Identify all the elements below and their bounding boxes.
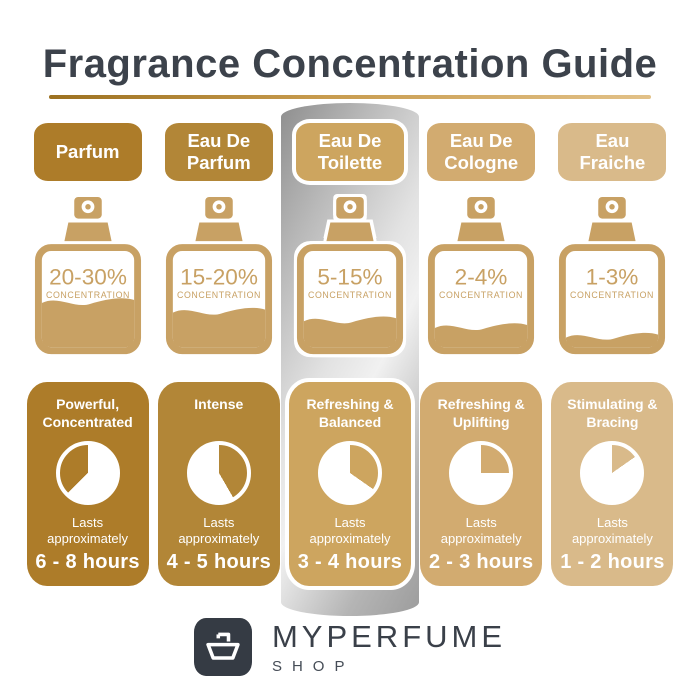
fragrance-type-label: Eau De Toilette [317, 129, 383, 173]
scent-character-label: Powerful, Concentrated [42, 396, 133, 430]
fragrance-type-label: Eau De Cologne [444, 129, 519, 173]
liquid-fill-wave [41, 298, 134, 348]
fragrance-column: Eau De Parfum 15-20% CONCENTRATION Inten… [157, 123, 280, 586]
duration-card: Refreshing & Balanced Lasts approximatel… [289, 382, 411, 586]
perfume-bottle-icon: 2-4% CONCENTRATION [428, 196, 535, 355]
duration-value: 2 - 3 hours [428, 550, 534, 573]
fragrance-type-badge: Eau De Cologne [427, 123, 536, 181]
brand-text: MYPERFUME SHOP [272, 619, 506, 675]
fragrance-column: Parfum 20-30% CONCENTRATION Powerful, Co… [26, 123, 149, 586]
bottle-neck [195, 222, 243, 242]
concentration-value: 5-15% [317, 264, 382, 289]
scent-character-label: Intense [194, 396, 244, 412]
scent-character-label: Refreshing & Uplifting [437, 396, 525, 430]
sprayer-nozzle-dot [216, 204, 222, 210]
perfume-bottle-icon: 1-3% CONCENTRATION [559, 196, 666, 355]
liquid-fill-wave [566, 332, 659, 348]
page-title: Fragrance Concentration Guide [42, 42, 658, 86]
perfume-bottle-logo-icon [206, 632, 240, 660]
brand-name: MYPERFUME [271, 618, 507, 654]
liquid-fill-wave [435, 323, 528, 348]
fragrance-type-badge: Eau Fraiche [558, 123, 667, 181]
duration-clock-icon [55, 441, 120, 505]
concentration-label: CONCENTRATION [570, 290, 654, 300]
lasts-label: Lasts approximately [309, 515, 391, 547]
lasts-label: Lasts approximately [47, 515, 129, 547]
brand-sub: SHOP [271, 657, 355, 675]
fragrance-column: Eau De Cologne 2-4% CONCENTRATION Refres… [420, 123, 543, 586]
scent-character-label: Stimulating & Bracing [567, 396, 658, 430]
concentration-label: CONCENTRATION [439, 290, 523, 300]
concentration-value: 2-4% [455, 264, 508, 289]
bottle-body [559, 244, 666, 355]
fragrance-type-badge: Eau De Toilette [296, 123, 404, 181]
sprayer-nozzle-dot [347, 204, 353, 210]
sprayer-nozzle-dot [84, 204, 91, 210]
duration-card: Refreshing & Uplifting Lasts approximate… [420, 382, 543, 586]
concentration-value: 15-20% [180, 264, 258, 289]
bottle-neck [326, 222, 374, 242]
perfume-bottle-icon: 20-30% CONCENTRATION [34, 196, 141, 355]
duration-card: Stimulating & Bracing Lasts approximatel… [551, 382, 674, 586]
liquid-fill-wave [303, 316, 397, 348]
brand-logo [193, 617, 252, 676]
fragrance-column: Eau De Toilette 5-15% CONCENTRATION Refr… [288, 123, 411, 586]
liquid-fill-wave [172, 307, 265, 348]
duration-clock-icon [186, 441, 251, 505]
brand-footer: MYPERFUME SHOP [0, 617, 700, 676]
lasts-label: Lasts approximately [440, 515, 522, 547]
duration-value: 4 - 5 hours [166, 550, 272, 573]
duration-value: 6 - 8 hours [35, 550, 140, 573]
duration-clock-icon [318, 441, 382, 505]
fragrance-type-label: Parfum [55, 140, 120, 162]
duration-card: Intense Lasts approximately 4 - 5 hours [157, 382, 280, 586]
fragrance-columns-grid: Parfum 20-30% CONCENTRATION Powerful, Co… [26, 103, 674, 616]
concentration-label: CONCENTRATION [308, 290, 392, 300]
sprayer-nozzle-dot [478, 204, 484, 210]
perfume-bottle-icon: 5-15% CONCENTRATION [296, 196, 404, 355]
duration-card: Powerful, Concentrated Lasts approximate… [26, 382, 149, 586]
bottle-neck [64, 222, 112, 242]
concentration-value: 20-30% [49, 264, 127, 289]
fragrance-type-badge: Eau De Parfum [164, 123, 273, 181]
lasts-label: Lasts approximately [571, 515, 653, 547]
perfume-bottle-icon: 15-20% CONCENTRATION [165, 196, 272, 355]
sprayer-nozzle-dot [609, 204, 616, 210]
bottle-neck [588, 222, 636, 242]
scent-character-label: Refreshing & Balanced [306, 396, 394, 430]
fragrance-type-label: Eau De Parfum [186, 129, 251, 173]
fragrance-column: Eau Fraiche 1-3% CONCENTRATION Stimulati… [551, 123, 674, 586]
title-underline [49, 95, 651, 99]
duration-value: 3 - 4 hours [297, 550, 403, 573]
bottle-neck [457, 222, 505, 242]
lasts-label: Lasts approximately [178, 515, 260, 547]
concentration-label: CONCENTRATION [46, 290, 130, 300]
fragrance-type-label: Eau Fraiche [579, 129, 646, 173]
concentration-value: 1-3% [586, 264, 639, 289]
duration-value: 1 - 2 hours [560, 550, 665, 573]
concentration-label: CONCENTRATION [177, 290, 261, 300]
duration-clock-icon [580, 441, 645, 505]
duration-clock-icon [449, 441, 514, 505]
fragrance-type-badge: Parfum [33, 123, 142, 181]
